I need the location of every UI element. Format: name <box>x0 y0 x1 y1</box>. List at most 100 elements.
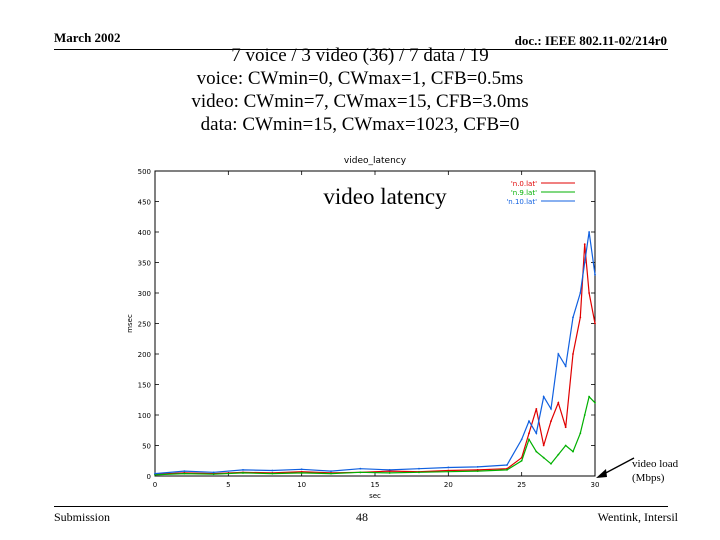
series-point-1 <box>447 470 450 473</box>
series-point-2 <box>579 292 582 294</box>
x-tick-label: 20 <box>444 481 453 489</box>
header-rule <box>54 49 668 50</box>
y-tick-label: 0 <box>147 473 151 481</box>
series-point-2 <box>572 316 574 319</box>
title-line-4: data: CWmin=15, CWmax=1023, CFB=0 <box>200 114 520 135</box>
series-point-2 <box>557 353 560 355</box>
series-point-1 <box>550 462 552 465</box>
y-tick-label: 300 <box>138 290 151 298</box>
series-line-2 <box>154 231 596 475</box>
plot-frame <box>154 170 596 477</box>
chart-overlay-label: video latency <box>300 184 470 210</box>
series-point-0 <box>564 426 567 429</box>
y-tick-label: 400 <box>138 229 151 237</box>
series-point-1 <box>506 469 508 471</box>
y-axis-label: msec <box>126 314 134 333</box>
y-tick-label: 250 <box>138 321 151 329</box>
series-point-2 <box>564 365 567 368</box>
series-line-1 <box>154 395 596 476</box>
series-point-1 <box>359 471 362 474</box>
series-point-2 <box>183 470 186 473</box>
y-tick-label: 500 <box>138 168 151 176</box>
x-tick-label: 30 <box>591 481 600 489</box>
x-tick-label: 10 <box>297 481 306 489</box>
series-point-2 <box>212 471 215 474</box>
series-point-2 <box>588 231 591 233</box>
y-tick-label: 150 <box>138 382 151 390</box>
legend-label-2: 'n.10.lat' <box>506 198 537 206</box>
x-tick-label: 5 <box>226 481 230 489</box>
series-point-2 <box>154 472 156 475</box>
header-document-id: doc.: IEEE 802.11-02/214r0 <box>514 33 667 48</box>
series-point-2 <box>476 465 479 468</box>
series-point-1 <box>579 432 582 435</box>
title-line-2: voice: CWmin=0, CWmax=1, CFB=0.5ms <box>196 68 524 89</box>
series-point-1 <box>520 459 523 462</box>
x-tick-label: 0 <box>153 481 157 489</box>
series-point-1 <box>528 438 530 441</box>
series-point-2 <box>583 261 586 264</box>
header-date: March 2002 <box>54 30 121 45</box>
series-point-2 <box>528 420 530 422</box>
series-point-2 <box>330 470 332 473</box>
footer-author: Wentink, Intersil <box>597 510 678 524</box>
y-tick-label: 100 <box>138 412 151 420</box>
series-point-1 <box>212 473 215 476</box>
series-point-1 <box>476 470 479 473</box>
series-point-1 <box>572 450 574 453</box>
series-point-2 <box>594 273 596 276</box>
series-point-1 <box>271 472 274 475</box>
chart-title: video_latency <box>344 156 407 166</box>
series-point-1 <box>330 472 332 475</box>
annotation-line-2: (Mbps) <box>632 472 665 484</box>
series-point-0 <box>550 420 552 422</box>
series-point-1 <box>594 401 596 404</box>
video-load-annotation: video load (Mbps) <box>632 457 678 485</box>
series-point-2 <box>300 468 303 471</box>
footer-page-number: 48 <box>356 510 368 524</box>
series-point-2 <box>388 469 391 471</box>
series-point-2 <box>271 469 274 472</box>
series-point-2 <box>447 466 450 469</box>
series-point-1 <box>535 450 538 453</box>
series-point-0 <box>557 401 560 404</box>
series-point-1 <box>557 453 560 456</box>
series-point-1 <box>564 444 567 447</box>
series-point-1 <box>588 395 591 398</box>
series-point-0 <box>572 353 574 355</box>
title-line-3: video: CWmin=7, CWmax=15, CFB=3.0ms <box>191 91 529 112</box>
series-point-1 <box>300 472 303 474</box>
legend-label-0: 'n.0.lat' <box>511 180 537 188</box>
series-point-2 <box>242 469 244 471</box>
series-point-1 <box>583 414 586 416</box>
series-point-2 <box>359 467 362 470</box>
series-point-1 <box>183 472 186 475</box>
y-tick-label: 350 <box>138 260 151 268</box>
x-tick-label: 15 <box>371 481 380 489</box>
annotation-line-1: video load <box>632 458 679 470</box>
series-point-2 <box>550 408 552 410</box>
legend-label-1: 'n.9.lat' <box>511 189 537 197</box>
series-point-2 <box>520 438 523 441</box>
slide-title: 7 voice / 3 video (36) / 7 data / 19 voi… <box>160 44 560 136</box>
series-point-2 <box>542 395 545 398</box>
series-point-0 <box>579 316 582 319</box>
series-point-1 <box>388 472 391 474</box>
series-point-1 <box>418 471 420 474</box>
series-point-2 <box>535 432 538 435</box>
annotation-arrow-icon <box>596 457 635 478</box>
series-point-2 <box>418 467 420 470</box>
footer-submission: Submission <box>54 510 111 524</box>
series-point-0 <box>535 408 538 410</box>
series-point-2 <box>506 464 508 466</box>
y-tick-label: 450 <box>138 199 151 207</box>
y-tick-label: 50 <box>142 443 151 451</box>
video-latency-chart: video_latency050100150200250300350400450… <box>126 156 600 500</box>
title-line-1: 7 voice / 3 video (36) / 7 data / 19 <box>231 45 489 66</box>
series-point-0 <box>594 322 596 325</box>
series-point-0 <box>583 243 586 246</box>
series-point-1 <box>542 456 545 459</box>
x-tick-label: 25 <box>517 481 526 489</box>
footer-rule <box>54 506 668 507</box>
series-point-0 <box>588 292 591 294</box>
